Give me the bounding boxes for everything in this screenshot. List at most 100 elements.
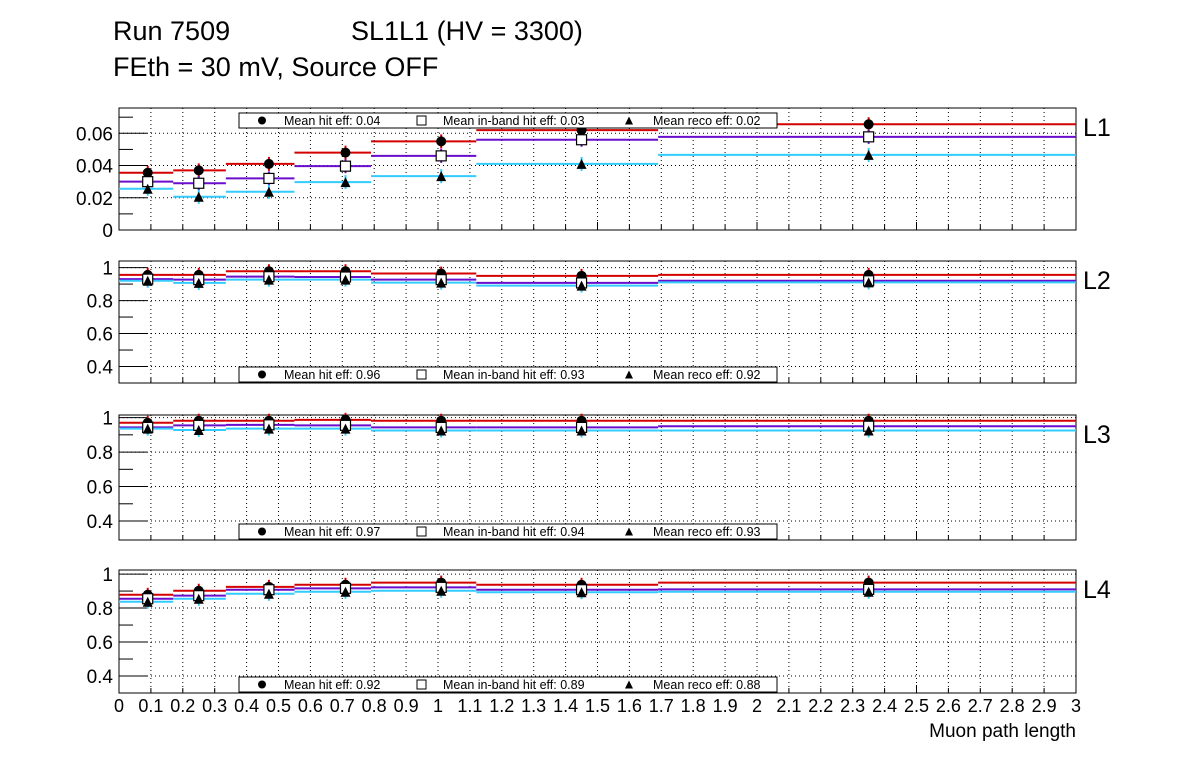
x-tick-label: 0 xyxy=(114,696,124,716)
x-tick-label: 0.5 xyxy=(266,696,291,716)
legend-reco-marker xyxy=(625,527,633,536)
reco-marker xyxy=(193,593,204,604)
x-tick-label: 2.9 xyxy=(1032,696,1057,716)
reco-marker xyxy=(142,423,153,434)
legend-inband-label: Mean in-band hit eff: 0.03 xyxy=(443,114,585,128)
x-axis-label: Muon path length xyxy=(929,721,1076,742)
x-tick-label: 2.3 xyxy=(840,696,865,716)
panel-frame xyxy=(118,569,1077,694)
reco-marker xyxy=(142,183,153,194)
hit-marker xyxy=(340,147,351,158)
y-tick-label: 0.4 xyxy=(87,667,114,688)
reco-marker xyxy=(576,280,587,291)
x-tick-label: 0.2 xyxy=(170,696,195,716)
reco-marker xyxy=(142,275,153,286)
x-tick-label: 1.7 xyxy=(649,696,674,716)
legend-reco-label: Mean reco eff: 0.93 xyxy=(653,525,761,539)
y-tick-label: 0.04 xyxy=(76,157,113,178)
reco-marker xyxy=(436,425,447,436)
x-tick-label: 2.7 xyxy=(968,696,993,716)
x-tick-label: 0.1 xyxy=(138,696,163,716)
y-tick-label: 0.4 xyxy=(87,512,114,533)
hit-marker xyxy=(436,136,447,147)
reco-marker xyxy=(193,425,204,435)
x-tick-label: 0.8 xyxy=(362,696,387,716)
x-tick-label: 2.1 xyxy=(776,696,801,716)
reco-marker xyxy=(436,277,447,288)
y-tick-label: 0.6 xyxy=(87,325,113,346)
x-tick-label: 1 xyxy=(433,696,443,716)
hit-marker xyxy=(863,119,874,130)
reco-marker xyxy=(576,158,587,169)
x-tick-label: 1.1 xyxy=(457,696,482,716)
x-tick-label: 0.7 xyxy=(330,696,355,716)
reco-marker xyxy=(436,171,447,182)
reco-marker xyxy=(142,596,153,607)
legend-hit-marker xyxy=(258,680,266,689)
inband-marker xyxy=(339,160,352,172)
chamber-title: SL1L1 (HV = 3300) xyxy=(351,16,583,46)
inband-marker xyxy=(263,172,275,185)
hit-marker xyxy=(263,158,274,169)
legend-inband-label: Mean in-band hit eff: 0.93 xyxy=(443,368,585,382)
y-tick-label: 0 xyxy=(102,221,113,242)
legend-reco-label: Mean reco eff: 0.92 xyxy=(653,368,761,382)
panel-label: L4 xyxy=(1083,576,1111,604)
legend-inband-marker xyxy=(416,115,427,126)
y-tick-label: 1 xyxy=(102,259,113,280)
legend-reco-marker xyxy=(625,370,633,379)
x-tick-label: 1.2 xyxy=(489,696,514,716)
legend-box xyxy=(238,112,778,129)
reco-marker xyxy=(340,177,351,188)
x-tick-label: 2 xyxy=(752,696,762,716)
x-tick-label: 0.6 xyxy=(298,696,323,716)
legend-hit-marker xyxy=(258,116,266,125)
x-tick-label: 1.5 xyxy=(585,696,610,716)
panel-frame xyxy=(118,107,1077,231)
x-tick-label: 0.4 xyxy=(234,696,259,716)
x-tick-label: 0.9 xyxy=(394,696,419,716)
legend-hit-label: Mean hit eff: 0.97 xyxy=(284,525,380,539)
threshold-title: FEth = 30 mV, Source OFF xyxy=(113,52,439,82)
panel-label: L1 xyxy=(1083,114,1111,142)
y-tick-label: 0.02 xyxy=(76,189,113,210)
reco-marker xyxy=(340,586,351,597)
y-tick-label: 0.8 xyxy=(87,443,113,464)
legend-box xyxy=(238,523,778,540)
reco-marker xyxy=(863,586,874,597)
reco-marker xyxy=(340,423,351,434)
legend-box xyxy=(238,676,778,693)
legend-reco-label: Mean reco eff: 0.02 xyxy=(653,114,761,128)
legend-inband-marker xyxy=(416,679,427,690)
inband-marker xyxy=(863,131,875,143)
reco-marker xyxy=(863,149,874,160)
panel-frame xyxy=(118,260,1077,384)
x-tick-label: 2.2 xyxy=(808,696,833,716)
legend-inband-marker xyxy=(416,369,427,380)
panel-label: L2 xyxy=(1083,267,1111,295)
y-tick-label: 0.8 xyxy=(87,292,113,313)
legend-hit-label: Mean hit eff: 0.92 xyxy=(284,678,380,692)
reco-marker xyxy=(863,425,874,436)
reco-marker xyxy=(576,425,587,436)
reco-marker xyxy=(263,423,274,434)
reco-marker xyxy=(193,191,204,202)
reco-marker xyxy=(193,277,204,288)
legend-hit-marker xyxy=(258,370,266,379)
legend-box xyxy=(238,366,778,383)
panel-frame xyxy=(118,414,1077,541)
x-tick-label: 1.9 xyxy=(713,696,738,716)
x-tick-label: 2.5 xyxy=(904,696,929,716)
x-tick-label: 2.4 xyxy=(872,696,897,716)
x-tick-label: 1.4 xyxy=(553,696,578,716)
reco-marker xyxy=(340,274,351,285)
reco-marker xyxy=(576,587,587,598)
panel-label: L3 xyxy=(1083,421,1111,449)
inband-marker xyxy=(435,150,447,162)
y-tick-label: 0.8 xyxy=(87,599,113,620)
legend-reco-marker xyxy=(625,116,633,125)
reco-marker xyxy=(263,588,274,599)
x-tick-label: 0.3 xyxy=(202,696,227,716)
